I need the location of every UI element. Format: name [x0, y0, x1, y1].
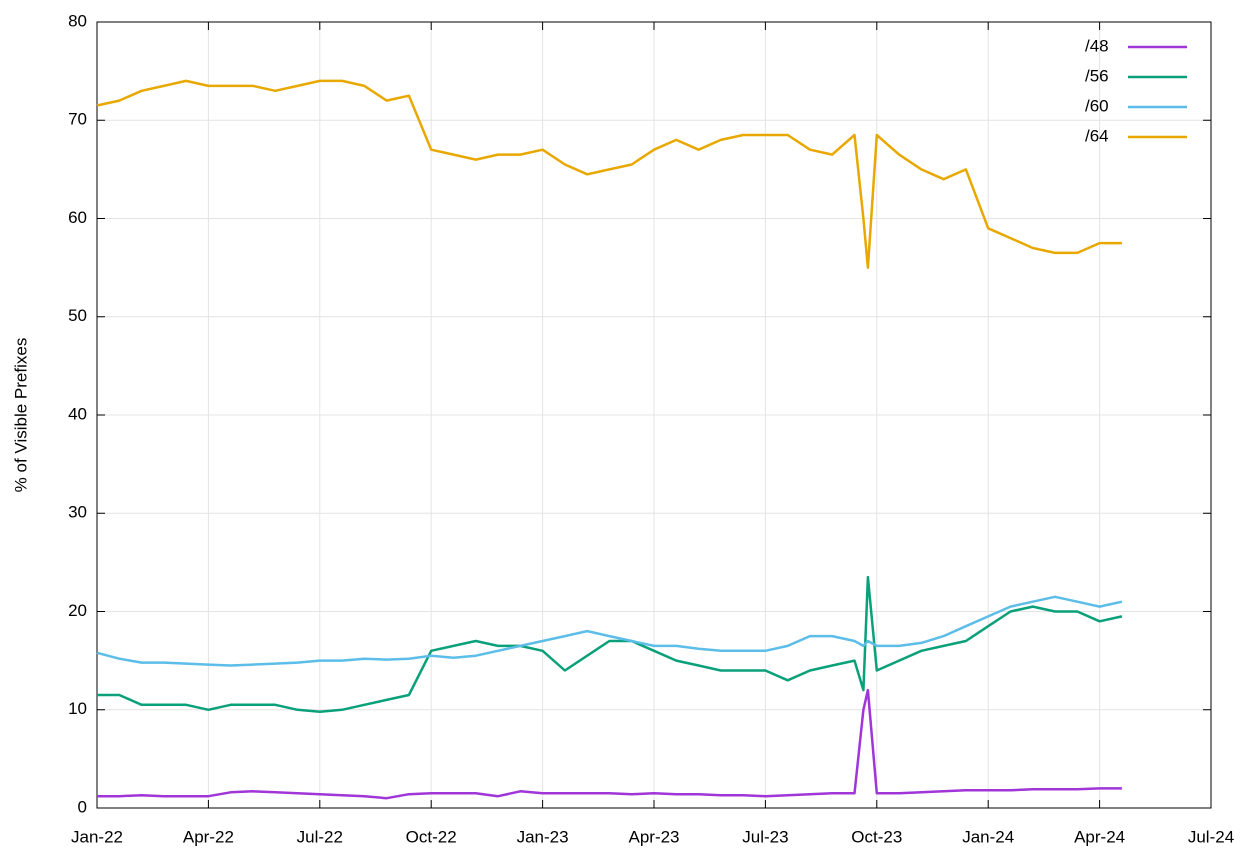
x-tick-label: Jul-22: [297, 827, 343, 846]
y-tick-label: 50: [68, 306, 87, 325]
x-tick-label: Apr-24: [1074, 827, 1125, 846]
x-tick-label: Jan-23: [517, 827, 569, 846]
y-tick-label: 30: [68, 503, 87, 522]
x-tick-label: Jan-24: [962, 827, 1014, 846]
series-line: [97, 575, 1123, 713]
y-tick-label: 60: [68, 208, 87, 227]
x-tick-label: Oct-23: [851, 827, 902, 846]
legend-label: /56: [1085, 66, 1109, 85]
x-tick-label: Oct-22: [406, 827, 457, 846]
legend-label: /60: [1085, 96, 1109, 115]
y-tick-label: 10: [68, 699, 87, 718]
series-line: [97, 688, 1122, 800]
x-tick-label: Jul-24: [1188, 827, 1234, 846]
legend-label: /64: [1085, 126, 1109, 145]
x-tick-label: Apr-23: [628, 827, 679, 846]
y-tick-label: 0: [78, 797, 87, 816]
plot-frame: [96, 21, 1212, 809]
y-tick-label: 80: [68, 11, 87, 30]
y-tick-label: 20: [68, 601, 87, 620]
x-tick-label: Jan-22: [71, 827, 123, 846]
x-tick-label: Jul-23: [742, 827, 788, 846]
series-line: [96, 595, 1123, 667]
series-line: [96, 79, 1122, 269]
y-tick-label: 40: [68, 404, 87, 423]
legend-label: /48: [1085, 36, 1109, 55]
y-axis-label: % of Visible Prefixes: [11, 338, 30, 493]
y-tick-label: 70: [68, 110, 87, 129]
x-tick-label: Apr-22: [183, 827, 234, 846]
